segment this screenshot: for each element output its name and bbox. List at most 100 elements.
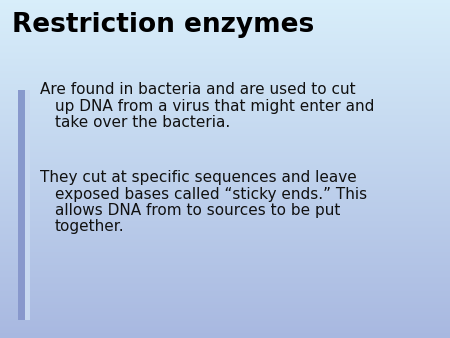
Bar: [0, 11, 450, 12]
Bar: [0, 7, 450, 8]
Bar: [0, 79, 450, 80]
Bar: [0, 169, 450, 170]
Bar: [0, 68, 450, 69]
Bar: [0, 122, 450, 123]
Bar: [0, 106, 450, 107]
Bar: [0, 129, 450, 130]
Bar: [0, 33, 450, 34]
Bar: [0, 202, 450, 203]
Bar: [0, 207, 450, 208]
Bar: [0, 241, 450, 242]
Bar: [0, 198, 450, 199]
Bar: [0, 244, 450, 245]
Bar: [0, 109, 450, 110]
Bar: [0, 131, 450, 132]
Bar: [0, 217, 450, 218]
Bar: [0, 44, 450, 45]
Bar: [0, 319, 450, 320]
Bar: [0, 230, 450, 231]
Bar: [0, 9, 450, 10]
Bar: [0, 72, 450, 73]
Bar: [0, 199, 450, 200]
Bar: [0, 201, 450, 202]
Bar: [0, 12, 450, 13]
Bar: [0, 55, 450, 56]
Text: allows DNA from to sources to be put: allows DNA from to sources to be put: [55, 203, 340, 218]
Bar: [0, 80, 450, 81]
Bar: [0, 276, 450, 277]
Bar: [0, 81, 450, 82]
Bar: [0, 100, 450, 101]
Bar: [0, 29, 450, 30]
Bar: [0, 238, 450, 239]
Bar: [0, 113, 450, 114]
Bar: [0, 214, 450, 215]
Bar: [0, 312, 450, 313]
Bar: [0, 75, 450, 76]
Bar: [0, 194, 450, 195]
Bar: [0, 205, 450, 206]
Bar: [0, 86, 450, 87]
Bar: [0, 149, 450, 150]
Bar: [0, 260, 450, 261]
Bar: [0, 303, 450, 304]
Bar: [0, 158, 450, 159]
Bar: [0, 111, 450, 112]
Bar: [0, 327, 450, 328]
Bar: [0, 50, 450, 51]
Bar: [0, 104, 450, 105]
Bar: [0, 107, 450, 108]
Bar: [0, 96, 450, 97]
Bar: [0, 186, 450, 187]
Bar: [0, 112, 450, 113]
Bar: [0, 269, 450, 270]
Bar: [0, 137, 450, 138]
Bar: [0, 210, 450, 211]
Bar: [0, 229, 450, 230]
Bar: [0, 248, 450, 249]
Bar: [0, 32, 450, 33]
Bar: [0, 135, 450, 136]
Text: Restriction enzymes: Restriction enzymes: [12, 12, 314, 38]
Bar: [0, 167, 450, 168]
Bar: [0, 48, 450, 49]
Bar: [0, 159, 450, 160]
Text: together.: together.: [55, 219, 125, 235]
Bar: [0, 124, 450, 125]
Bar: [0, 322, 450, 323]
Bar: [0, 16, 450, 17]
Bar: [0, 102, 450, 103]
Bar: [0, 301, 450, 302]
Bar: [0, 203, 450, 204]
Bar: [0, 41, 450, 42]
Bar: [0, 30, 450, 31]
Bar: [0, 174, 450, 175]
Bar: [0, 39, 450, 40]
Bar: [0, 66, 450, 67]
Bar: [0, 335, 450, 336]
Bar: [0, 277, 450, 278]
Bar: [0, 14, 450, 15]
Bar: [0, 60, 450, 61]
Bar: [0, 228, 450, 229]
Bar: [0, 296, 450, 297]
Bar: [0, 140, 450, 141]
Bar: [0, 161, 450, 162]
Bar: [0, 34, 450, 35]
Bar: [0, 200, 450, 201]
Bar: [0, 57, 450, 58]
Bar: [0, 249, 450, 250]
Bar: [0, 87, 450, 88]
Bar: [0, 177, 450, 178]
Bar: [0, 114, 450, 115]
Bar: [0, 226, 450, 227]
Bar: [0, 56, 450, 57]
Bar: [0, 98, 450, 99]
Bar: [0, 99, 450, 100]
Bar: [0, 252, 450, 253]
Bar: [25, 90, 30, 320]
Bar: [0, 247, 450, 248]
Bar: [0, 165, 450, 166]
Bar: [0, 275, 450, 276]
Bar: [0, 92, 450, 93]
